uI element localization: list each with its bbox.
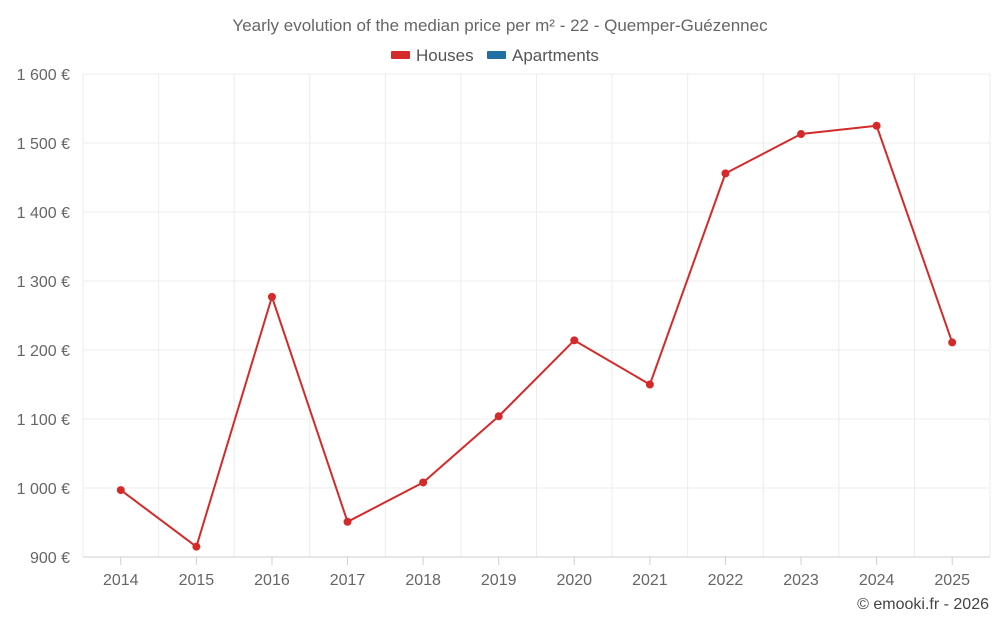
data-point-houses-2022[interactable] [721,169,730,178]
data-point-houses-2015[interactable] [192,542,201,551]
chart-title: Yearly evolution of the median price per… [232,16,768,35]
legend-label-apartments: Apartments [512,46,599,65]
x-tick-label: 2021 [632,572,668,589]
data-point-houses-2025[interactable] [948,338,957,347]
x-tick-label: 2015 [179,572,215,589]
legend-swatch-apartments [487,51,506,59]
x-tick-label: 2016 [254,572,290,589]
data-point-houses-2016[interactable] [267,292,276,301]
y-axis: 900 € 1 000 € 1 100 € 1 200 € 1 300 € 1 400 €… [17,67,70,567]
legend-label-houses: Houses [416,46,474,65]
x-axis: 2014 2015 2016 2017 2018 2019 2020 2021 2022 2023… [83,556,990,589]
x-tick-label: 2019 [481,572,517,589]
data-point-houses-2018[interactable] [419,478,428,487]
data-point-houses-2023[interactable] [797,130,806,139]
data-point-houses-2019[interactable] [494,412,503,421]
x-tick-label: 2023 [783,572,819,589]
data-point-houses-2017[interactable] [343,517,352,526]
legend-swatch-houses [391,51,410,59]
y-tick-label: 1 400 € [17,205,70,222]
y-tick-label: 1 500 € [17,136,70,153]
series-line-houses [120,124,954,548]
y-tick-label: 1 200 € [17,343,70,360]
data-point-houses-2014[interactable] [116,486,125,495]
x-tick-label: 2017 [330,572,366,589]
y-tick-label: 1 600 € [17,67,70,84]
x-tick-label: 2018 [405,572,441,589]
data-point-houses-2020[interactable] [570,336,579,345]
series-layer [116,121,957,551]
legend-item-apartments[interactable]: Apartments [487,46,599,65]
x-tick-label: 2022 [708,572,744,589]
x-tick-label: 2014 [103,572,139,589]
y-tick-label: 1 300 € [17,274,70,291]
y-tick-label: 1 000 € [17,481,70,498]
data-point-houses-2024[interactable] [872,121,881,130]
y-tick-label: 900 € [30,550,70,567]
legend: Houses Apartments [391,46,599,65]
y-tick-label: 1 100 € [17,412,70,429]
x-tick-label: 2024 [859,572,895,589]
x-tick-label: 2025 [934,572,970,589]
x-tick-label: 2020 [556,572,592,589]
legend-item-houses[interactable]: Houses [391,46,474,65]
grid [82,73,991,557]
credit-text: © emooki.fr - 2026 [857,596,989,613]
data-point-houses-2021[interactable] [645,380,654,389]
